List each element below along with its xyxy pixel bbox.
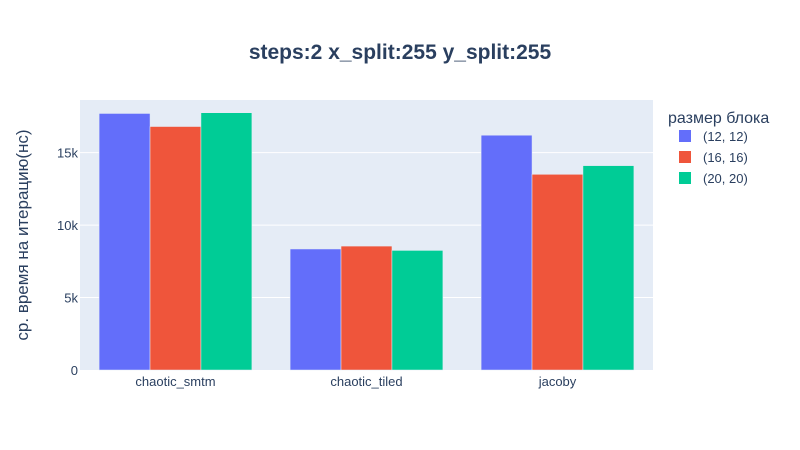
y-tick-label: 15k [57, 146, 78, 161]
bar [391, 250, 444, 371]
bar [531, 174, 584, 371]
legend-item-label: (16, 16) [703, 150, 748, 165]
bar [340, 245, 393, 371]
x-tick-label: jacoby [538, 374, 577, 389]
bar [289, 248, 342, 371]
legend-item-label: (20, 20) [703, 171, 748, 186]
legend-swatch [679, 172, 691, 184]
chart-title: steps:2 x_split:255 y_split:255 [249, 41, 552, 64]
y-tick-label: 0 [71, 363, 78, 378]
y-tick-label: 5k [64, 291, 78, 306]
bar [149, 126, 202, 371]
legend-item-label: (12, 12) [703, 129, 748, 144]
bar [582, 165, 635, 371]
bar [200, 112, 253, 371]
legend-title: размер блока [668, 110, 769, 127]
legend-swatch [679, 151, 691, 163]
legend: размер блока (12, 12) (16, 16) (20, 20) [668, 110, 769, 186]
legend-swatch [679, 130, 691, 142]
y-axis-ticks: 0 5k 10k 15k [57, 146, 78, 378]
y-tick-label: 10k [57, 218, 78, 233]
y-axis-label: ср. время на итерацию(нс) [13, 129, 32, 340]
bars [98, 112, 635, 371]
bar [480, 134, 533, 371]
x-tick-label: chaotic_tiled [330, 374, 402, 389]
x-axis-ticks: chaotic_smtm chaotic_tiled jacoby [135, 374, 576, 389]
bar [98, 113, 151, 371]
x-tick-label: chaotic_smtm [135, 374, 215, 389]
